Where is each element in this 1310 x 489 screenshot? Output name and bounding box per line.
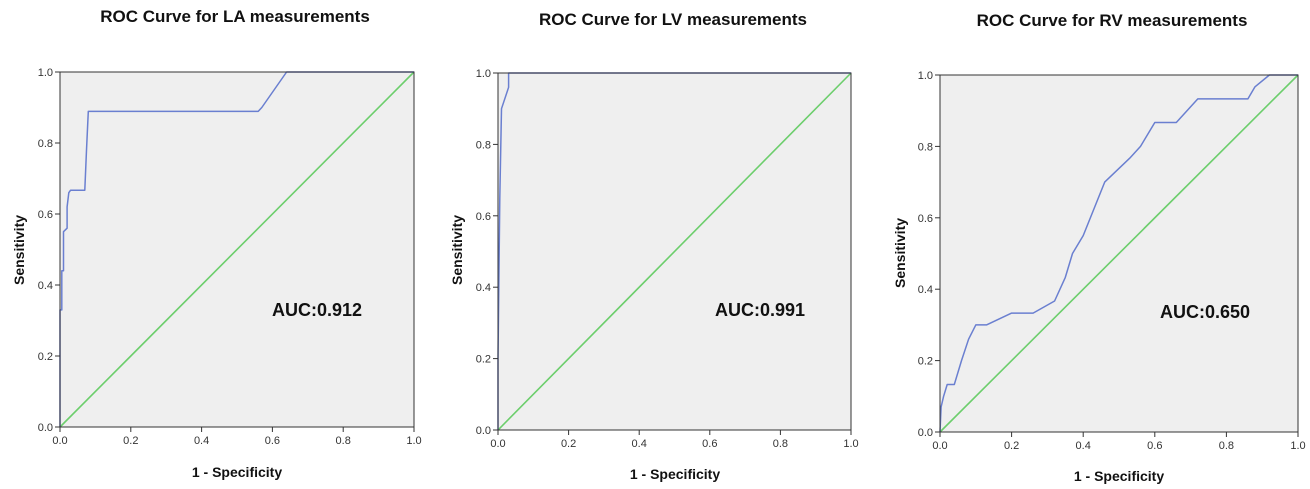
chart-title: ROC Curve for LV measurements bbox=[539, 10, 807, 29]
y-tick-label: 1.0 bbox=[918, 70, 933, 82]
x-tick-label: 0.2 bbox=[1004, 440, 1019, 452]
chart-panel-rv: ROC Curve for RV measurements Sensitivit… bbox=[892, 11, 1306, 484]
x-axis-label: 1 - Specificity bbox=[630, 466, 720, 482]
plot-area: 0.0 0.2 0.4 0.6 0.8 1.0 0.0 0.2 0.4 0.6 0.8 1.0 bbox=[918, 70, 1306, 452]
auc-annotation: AUC:0.650 bbox=[1160, 302, 1250, 322]
reference-diagonal-line bbox=[59, 71, 415, 428]
x-tick-label: 0.4 bbox=[194, 435, 209, 447]
y-tick-label: 0.8 bbox=[476, 139, 491, 151]
auc-annotation: AUC:0.991 bbox=[715, 300, 805, 320]
y-tick-label: 0.6 bbox=[476, 211, 491, 223]
x-tick-label: 0.0 bbox=[52, 435, 67, 447]
y-tick-label: 0.0 bbox=[918, 427, 933, 439]
y-tick-label: 0.2 bbox=[476, 354, 491, 366]
x-axis-label: 1 - Specificity bbox=[1074, 468, 1164, 484]
y-tick-label: 0.8 bbox=[918, 141, 933, 153]
x-axis-label: 1 - Specificity bbox=[192, 464, 282, 480]
x-tick-label: 0.6 bbox=[702, 438, 717, 450]
x-tick-label: 0.2 bbox=[123, 435, 138, 447]
x-tick-label: 0.8 bbox=[1219, 440, 1234, 452]
y-axis-label: Sensitivity bbox=[892, 218, 908, 288]
x-tick-label: 0.6 bbox=[265, 435, 280, 447]
chart-title: ROC Curve for RV measurements bbox=[977, 11, 1248, 30]
x-tick-label: 1.0 bbox=[406, 435, 421, 447]
roc-curve-line bbox=[939, 74, 1298, 433]
y-tick-label: 0.4 bbox=[38, 280, 53, 292]
chart-panel-la: ROC Curve for LA measurements Sensitivit… bbox=[11, 7, 422, 480]
plot-area: 0.0 0.2 0.4 0.6 0.8 1.0 0.0 0.2 0.4 0.6 0.8 1.0 bbox=[476, 68, 859, 450]
x-tick-label: 1.0 bbox=[843, 438, 858, 450]
y-tick-label: 0.0 bbox=[38, 422, 53, 434]
y-tick-label: 0.6 bbox=[918, 213, 933, 225]
auc-annotation: AUC:0.912 bbox=[272, 300, 362, 320]
chart-panel-lv: ROC Curve for LV measurements Sensitivit… bbox=[449, 10, 859, 482]
y-tick-label: 0.4 bbox=[918, 284, 933, 296]
y-tick-label: 0.8 bbox=[38, 138, 53, 150]
y-tick-label: 0.0 bbox=[476, 425, 491, 437]
y-axis-label: Sensitivity bbox=[11, 215, 27, 285]
x-tick-label: 0.8 bbox=[336, 435, 351, 447]
y-axis-label: Sensitivity bbox=[449, 215, 465, 285]
y-tick-label: 1.0 bbox=[476, 68, 491, 80]
x-tick-label: 0.2 bbox=[561, 438, 576, 450]
plot-frame bbox=[497, 72, 852, 431]
reference-diagonal-line bbox=[497, 72, 852, 431]
y-tick-label: 1.0 bbox=[38, 67, 53, 79]
plot-frame bbox=[939, 74, 1299, 433]
x-tick-label: 0.6 bbox=[1147, 440, 1162, 452]
y-tick-label: 0.6 bbox=[38, 209, 53, 221]
plot-area: 0.0 0.2 0.4 0.6 0.8 1.0 0.0 0.2 0.4 0.6 0.8 1.0 bbox=[38, 67, 422, 447]
y-tick-label: 0.2 bbox=[918, 356, 933, 368]
x-tick-label: 0.0 bbox=[490, 438, 505, 450]
y-tick-label: 0.2 bbox=[38, 351, 53, 363]
x-tick-label: 0.4 bbox=[1076, 440, 1091, 452]
roc-curve-line bbox=[59, 71, 414, 427]
plot-frame bbox=[59, 71, 415, 428]
x-tick-label: 0.4 bbox=[632, 438, 647, 450]
reference-diagonal-line bbox=[939, 74, 1299, 433]
x-tick-label: 0.0 bbox=[932, 440, 947, 452]
chart-title: ROC Curve for LA measurements bbox=[100, 7, 370, 26]
x-tick-label: 1.0 bbox=[1290, 440, 1305, 452]
x-tick-label: 0.8 bbox=[773, 438, 788, 450]
y-tick-label: 0.4 bbox=[476, 282, 491, 294]
